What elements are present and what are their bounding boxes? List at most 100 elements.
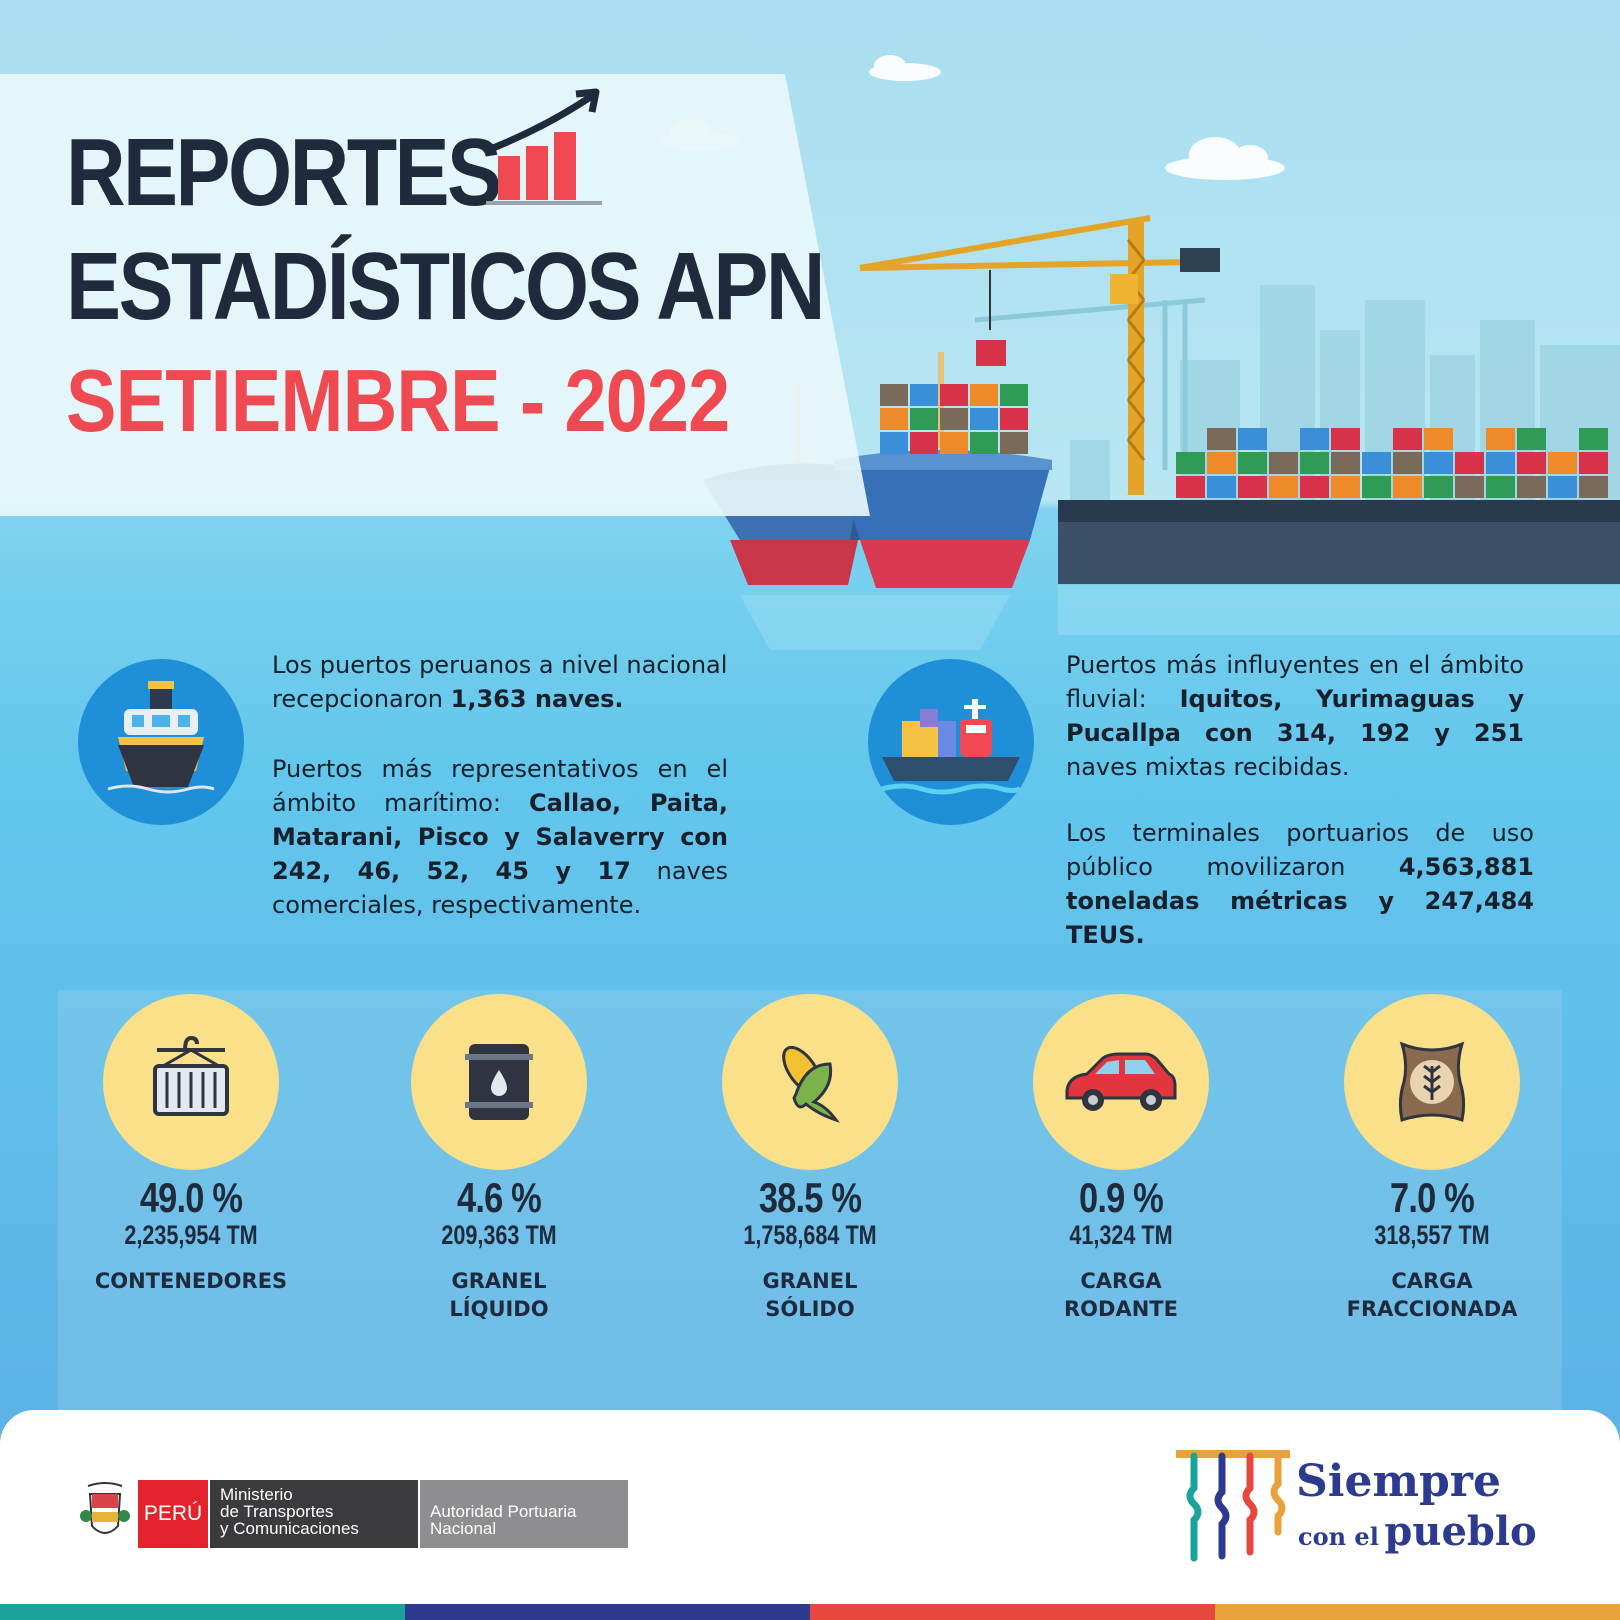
container-block	[1424, 452, 1453, 474]
footer-stripe-teal	[0, 1604, 405, 1620]
container-block	[1207, 452, 1236, 474]
cargo-disc	[103, 994, 279, 1170]
container-block	[1238, 476, 1267, 498]
cargo-label: CARGA RODANTE	[1001, 1267, 1241, 1323]
cargo-tonnage: 318,557 TM	[1374, 1220, 1490, 1250]
title-panel	[0, 74, 870, 516]
footer-stripe-orange	[1215, 1604, 1620, 1620]
maritime-arrivals-total: 1,363 naves.	[450, 685, 624, 713]
cargo-tonnage: 1,758,684 TM	[743, 1220, 877, 1250]
container-block	[1393, 452, 1422, 474]
container-block	[940, 432, 968, 454]
slogan-line-1: Siempre	[1296, 1456, 1501, 1507]
ship-right-illustration	[834, 352, 1052, 588]
period-title: SETIEMBRE - 2022	[66, 351, 730, 450]
container-block	[1176, 452, 1205, 474]
cargo-label-line-1: CARGA	[1391, 1269, 1473, 1293]
container-block	[1486, 452, 1515, 474]
maritime-ports-text: Puertos más representativos en el ámbito…	[272, 752, 728, 922]
container-block	[1331, 476, 1360, 498]
cargo-percent: 7.0 %	[1390, 1174, 1475, 1221]
fluvial-ports-lead: Puertos más influyentes en el ámbito flu…	[1066, 651, 1524, 713]
authority-line-2: Nacional	[430, 1519, 497, 1538]
ministry-line-3: y Comunicaciones	[220, 1519, 359, 1538]
container-block	[1300, 428, 1329, 450]
cargo-ship-icon	[881, 699, 1021, 795]
container-block	[1331, 452, 1360, 474]
ministry-line-1: Ministerio	[220, 1485, 293, 1504]
cargo-disc	[411, 994, 587, 1170]
container-block	[1238, 452, 1267, 474]
container-block	[1362, 476, 1391, 498]
container-block	[1424, 476, 1453, 498]
footer-stripe-navy	[405, 1604, 810, 1620]
container-block	[1579, 428, 1608, 450]
container-block	[1269, 452, 1298, 474]
cargo-percent: 4.6 %	[457, 1174, 542, 1221]
cargo-card-liquid-bulk: 4.6 % 209,363 TM GRANEL LÍQUIDO	[379, 994, 619, 1323]
container-block	[970, 432, 998, 454]
container-block	[940, 384, 968, 406]
cargo-tonnage: 41,324 TM	[1069, 1220, 1173, 1250]
container-block	[1486, 428, 1515, 450]
cargo-label: GRANEL LÍQUIDO	[379, 1267, 619, 1323]
container-stacks	[1176, 428, 1608, 498]
container-block	[1000, 432, 1028, 454]
container-block	[940, 408, 968, 430]
fluvial-ports-list: Iquitos, Yurimaguas y Pucallpa con 314, …	[1066, 685, 1525, 747]
cargo-percent: 38.5 %	[758, 1174, 862, 1221]
container-block	[970, 384, 998, 406]
water-reflection	[740, 585, 1620, 650]
container-block	[910, 408, 938, 430]
title-line-2: ESTADÍSTICOS APN	[66, 233, 825, 340]
container-block	[1486, 476, 1515, 498]
cargo-disc	[1344, 994, 1520, 1170]
oil-barrel-icon	[465, 1044, 533, 1120]
fluvial-ports-tail: naves mixtas recibidas.	[1066, 753, 1350, 781]
container-block	[1455, 476, 1484, 498]
container-block	[1517, 452, 1546, 474]
background-crane	[974, 297, 1206, 470]
container-block	[910, 432, 938, 454]
container-block	[880, 384, 908, 406]
container-block	[910, 384, 938, 406]
cargo-percent: 49.0 %	[139, 1174, 243, 1221]
container-block	[1548, 476, 1577, 498]
ship-icon-circle	[78, 659, 244, 825]
cargo-label-line-1: CARGA	[1080, 1269, 1162, 1293]
cargo-label: CONTENEDORES	[71, 1267, 311, 1295]
cargo-label-line-1: GRANEL	[762, 1269, 858, 1293]
grain-sack-icon	[1398, 1041, 1466, 1122]
slogan-pueblo: pueblo	[1384, 1508, 1537, 1555]
cargo-label: CARGA FRACCIONADA	[1312, 1267, 1552, 1323]
terminal-tonnage-text: Los terminales portuarios de uso público…	[1066, 816, 1534, 952]
terminal-tonnage-lead: Los terminales portuarios de uso público…	[1066, 819, 1534, 881]
container-block	[1000, 384, 1028, 406]
container-block	[1548, 452, 1577, 474]
container-block	[1207, 428, 1236, 450]
container-block	[1393, 476, 1422, 498]
crane-illustration	[859, 215, 1220, 495]
coat-of-arms-icon	[80, 1482, 130, 1534]
cargo-label-line-2: RODANTE	[1064, 1297, 1178, 1321]
container-block	[970, 408, 998, 430]
container-block	[1300, 476, 1329, 498]
cargo-label: GRANEL SÓLIDO	[690, 1267, 930, 1323]
ferry-icon	[107, 681, 215, 794]
slogan-con-el: con el	[1298, 1522, 1379, 1551]
car-icon	[1065, 1052, 1177, 1111]
maritime-arrivals-lead: Los puertos peruanos a nivel nacional re…	[272, 651, 728, 713]
maritime-ports-lead: Puertos más representativos en el ámbito…	[272, 755, 728, 817]
cargo-label-line-2: SÓLIDO	[765, 1297, 855, 1321]
container-block	[1207, 476, 1236, 498]
container-block	[1269, 476, 1298, 498]
dock-illustration	[1058, 500, 1620, 584]
corn-icon	[782, 1045, 840, 1123]
container-icon	[153, 1035, 229, 1116]
maritime-ports-tail: naves comerciales, respectivamente.	[272, 857, 728, 919]
container-block	[1362, 452, 1391, 474]
cargo-card-break-bulk: 7.0 % 318,557 TM CARGA FRACCIONADA	[1312, 994, 1552, 1323]
container-block	[1393, 428, 1422, 450]
container-block	[1517, 476, 1546, 498]
